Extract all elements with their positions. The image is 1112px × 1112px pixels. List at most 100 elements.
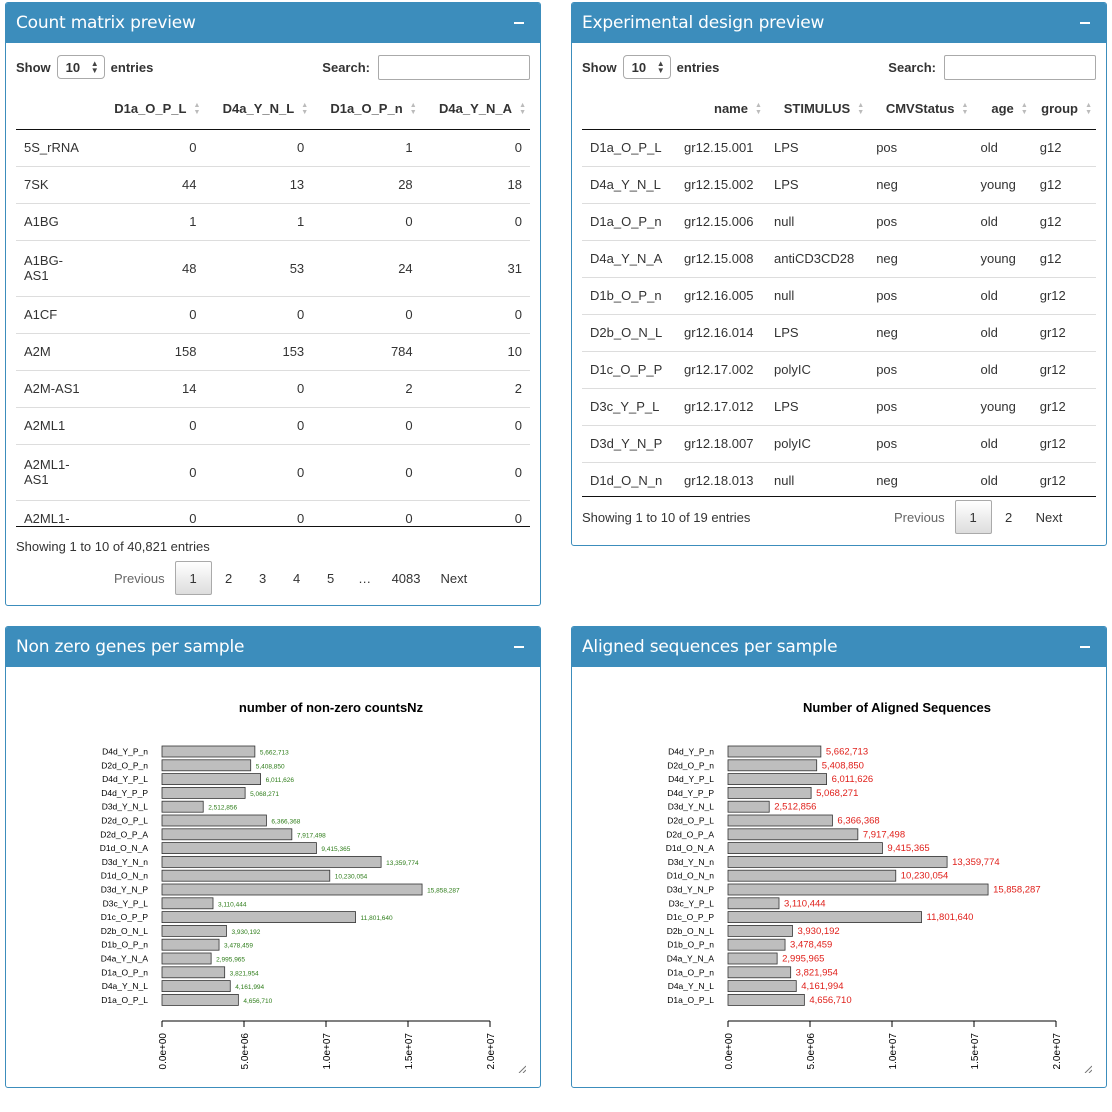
column-header[interactable]: D1a_O_P_L ▲ ▼ xyxy=(96,89,205,130)
value-label: 2,512,856 xyxy=(774,802,816,813)
search-input[interactable] xyxy=(944,54,1096,80)
entries-select[interactable]: 10 ▲ ▼ xyxy=(56,55,105,79)
bar xyxy=(727,828,859,841)
page-button[interactable]: 1 xyxy=(174,561,212,595)
bar xyxy=(727,993,805,1006)
box-title: Count matrix preview xyxy=(16,13,196,33)
next-button[interactable]: Next xyxy=(1035,509,1063,525)
sort-icon: ▲ ▼ xyxy=(409,102,417,116)
column-header[interactable]: CMVStatus ▲ ▼ xyxy=(868,89,973,130)
column-header[interactable]: D4a_Y_N_A ▲ ▼ xyxy=(420,89,530,130)
page-button[interactable]: 5 xyxy=(326,570,335,586)
sample-cell: D1d_O_N_n xyxy=(582,461,677,496)
column-header[interactable]: D4a_Y_N_L ▲ ▼ xyxy=(204,89,313,130)
column-header[interactable]: STIMULUS ▲ ▼ xyxy=(765,89,869,130)
entries-label: entries xyxy=(676,59,720,75)
column-header[interactable]: group ▲ ▼ xyxy=(1031,89,1096,130)
category-label: D1a_O_P_L xyxy=(667,995,714,1005)
sample-cell: D4a_Y_N_L xyxy=(582,165,677,203)
entries-value: 10 xyxy=(65,59,81,75)
table-row: 5S_rRNA 0 0 1 0 xyxy=(16,128,530,166)
column-header[interactable]: D1a_O_P_n ▲ ▼ xyxy=(312,89,421,130)
sort-icon: ▲ ▼ xyxy=(1020,102,1028,116)
design-cell: polyIC xyxy=(765,424,869,462)
column-header[interactable]: age ▲ ▼ xyxy=(972,89,1032,130)
bar xyxy=(727,980,797,993)
table-row: D3c_Y_P_L gr12.17.012 LPS pos young gr12 xyxy=(582,387,1096,425)
count-cell: 0 xyxy=(420,443,530,500)
category-label: D2d_O_P_n xyxy=(101,760,148,770)
collapse-button[interactable] xyxy=(1076,638,1094,656)
table-row: D1d_O_N_n gr12.18.013 null neg old gr12 xyxy=(582,461,1096,496)
design-cell: g12 xyxy=(1031,165,1096,203)
page-button[interactable]: 3 xyxy=(258,570,267,586)
sort-icon: ▲ ▼ xyxy=(301,102,309,116)
column-header-label: D1a_O_P_n xyxy=(330,101,403,117)
page-button[interactable]: 2 xyxy=(1004,509,1013,525)
count-cell: 0 xyxy=(312,295,421,333)
table-row: D1a_O_P_n gr12.15.006 null pos old g12 xyxy=(582,202,1096,240)
gene-cell: A2ML1- xyxy=(16,499,96,526)
page-button[interactable]: 1 xyxy=(954,500,992,534)
category-label: D1d_O_N_A xyxy=(100,843,149,853)
gene-cell: 7SK xyxy=(16,165,96,203)
table-info: Showing 1 to 10 of 19 entries xyxy=(582,510,751,525)
sort-icon: ▲ ▼ xyxy=(857,102,865,116)
previous-button[interactable]: Previous xyxy=(894,509,945,525)
count-cell: 53 xyxy=(204,239,313,296)
design-cell: old xyxy=(972,461,1032,496)
bar xyxy=(727,938,786,951)
sample-cell: D3c_Y_P_L xyxy=(582,387,677,425)
category-label: D1d_O_N_A xyxy=(666,843,715,853)
table-row: A2M 158 153 784 10 xyxy=(16,332,530,370)
search-input[interactable] xyxy=(378,54,530,80)
category-label: D1b_O_P_n xyxy=(667,940,714,950)
entries-label: entries xyxy=(110,59,154,75)
design-cell: null xyxy=(765,461,869,496)
resize-handle-icon[interactable] xyxy=(1084,1065,1092,1073)
search-control: Search: xyxy=(888,54,1096,80)
design-cell: pos xyxy=(868,387,973,425)
count-table-scroll[interactable]: D1a_O_P_L ▲ ▼ D4a_Y_N_L ▲ ▼ D1a_O_P_n ▲ ▼ D4a_Y_N… xyxy=(16,89,530,527)
entries-select[interactable]: 10 ▲ ▼ xyxy=(622,55,671,79)
column-header-label: D1a_O_P_L xyxy=(114,101,187,117)
value-label: 4,161,994 xyxy=(801,981,843,992)
design-cell: LPS xyxy=(765,165,869,203)
design-cell: neg xyxy=(868,461,973,496)
sample-cell: D1b_O_P_n xyxy=(582,276,677,314)
page-button[interactable]: 4083 xyxy=(391,570,421,586)
count-matrix-box: Count matrix preview Show 10 ▲ ▼ entries … xyxy=(5,2,541,606)
next-button[interactable]: Next xyxy=(440,570,468,586)
count-cell: 0 xyxy=(96,295,205,333)
category-label: D2b_O_N_L xyxy=(667,926,715,936)
value-label: 3,930,192 xyxy=(797,926,839,937)
category-label: D3c_Y_P_L xyxy=(103,898,149,908)
value-label: 6,366,368 xyxy=(837,816,879,827)
design-cell: old xyxy=(972,276,1032,314)
bar xyxy=(727,869,897,882)
table-row: D1c_O_P_P gr12.17.002 polyIC pos old gr12 xyxy=(582,350,1096,388)
category-label: D1a_O_P_n xyxy=(101,967,148,977)
column-header-label: STIMULUS xyxy=(783,101,851,117)
value-label: 6,011,626 xyxy=(832,774,874,785)
gene-cell: A2M-AS1 xyxy=(16,369,96,407)
collapse-button[interactable] xyxy=(510,638,528,656)
column-header[interactable]: name ▲ ▼ xyxy=(676,89,766,130)
previous-button[interactable]: Previous xyxy=(114,570,165,586)
value-label: 5,662,713 xyxy=(260,750,289,757)
bar xyxy=(161,745,256,758)
page-ellipsis: … xyxy=(358,570,372,586)
count-cell: 0 xyxy=(96,499,205,526)
search-control: Search: xyxy=(322,54,530,80)
collapse-button[interactable] xyxy=(1076,14,1094,32)
page-button[interactable]: 4 xyxy=(292,570,301,586)
collapse-button[interactable] xyxy=(510,14,528,32)
entries-value: 10 xyxy=(631,59,647,75)
category-label: D2d_O_P_A xyxy=(100,829,148,839)
page-button[interactable]: 2 xyxy=(224,570,233,586)
count-cell: 0 xyxy=(204,128,313,166)
resize-handle-icon[interactable] xyxy=(518,1065,526,1073)
design-cell: gr12.16.014 xyxy=(676,313,766,351)
count-table: D1a_O_P_L ▲ ▼ D4a_Y_N_L ▲ ▼ D1a_O_P_n ▲ ▼ D4a_Y_N… xyxy=(16,89,530,526)
count-cell: 28 xyxy=(312,165,421,203)
